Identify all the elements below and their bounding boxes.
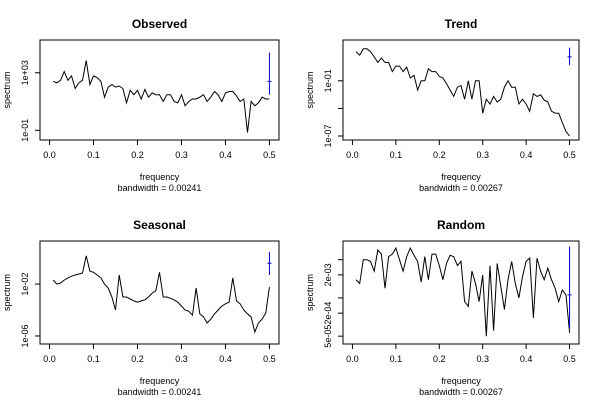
x-tick-label: 0.0 <box>43 354 56 364</box>
y-tick-label: 1e-01 <box>323 69 333 92</box>
y-tick-label: 2e-03 <box>323 263 333 286</box>
bandwidth-label: bandwidth = 0.00241 <box>118 387 202 397</box>
plot-frame <box>39 39 280 141</box>
y-axis-label: spectrum <box>305 274 315 311</box>
x-tick-label: 0.5 <box>263 354 276 364</box>
y-axis-label: spectrum <box>2 71 12 108</box>
panel-title: Random <box>437 218 485 232</box>
x-tick-label: 0.2 <box>433 150 446 160</box>
panel-trend <box>338 39 580 145</box>
x-tick-label: 0.2 <box>433 354 446 364</box>
plot-frame <box>342 240 580 345</box>
x-tick-label: 0.1 <box>390 150 403 160</box>
plot-frame <box>342 39 580 141</box>
spectrum-line <box>53 60 270 133</box>
x-tick-label: 0.3 <box>476 150 489 160</box>
bandwidth-label: bandwidth = 0.00267 <box>419 183 503 193</box>
x-tick-label: 0.4 <box>219 150 232 160</box>
x-tick-label: 0.2 <box>131 150 144 160</box>
x-tick-label: 0.4 <box>520 354 533 364</box>
panel-seasonal <box>35 240 280 349</box>
y-tick-label: 1e-01 <box>20 119 30 142</box>
panel-title: Seasonal <box>133 218 186 232</box>
y-tick-label: 1e-02 <box>20 273 30 296</box>
x-tick-label: 0.1 <box>87 150 100 160</box>
panel-observed <box>35 39 280 145</box>
x-axis-label: frequency <box>441 172 481 182</box>
panel-title: Trend <box>445 17 478 31</box>
panel-title: Observed <box>132 17 187 31</box>
panel-random <box>338 240 580 349</box>
x-axis-label: frequency <box>441 376 481 386</box>
bandwidth-label: bandwidth = 0.00267 <box>419 387 503 397</box>
x-tick-label: 0.4 <box>219 354 232 364</box>
x-tick-label: 0.3 <box>175 150 188 160</box>
x-tick-label: 0.5 <box>263 150 276 160</box>
y-tick-label: 5e-05 <box>323 325 333 348</box>
x-tick-label: 0.2 <box>131 354 144 364</box>
x-tick-label: 0.5 <box>563 150 576 160</box>
spectrum-line <box>52 255 270 334</box>
x-tick-label: 0.0 <box>43 150 56 160</box>
x-tick-label: 0.1 <box>390 354 403 364</box>
y-tick-label: 1e-07 <box>323 124 333 147</box>
y-tick-label: 2e-04 <box>323 302 333 325</box>
spectrum-line <box>355 246 571 337</box>
bandwidth-label: bandwidth = 0.00241 <box>118 183 202 193</box>
x-tick-label: 0.3 <box>476 354 489 364</box>
x-tick-label: 0.1 <box>87 354 100 364</box>
y-axis-label: spectrum <box>2 274 12 311</box>
y-tick-label: 1e+03 <box>20 60 30 85</box>
x-axis-label: frequency <box>140 376 180 386</box>
plot-frame <box>39 240 280 345</box>
x-axis-label: frequency <box>140 172 180 182</box>
x-tick-label: 0.3 <box>175 354 188 364</box>
x-tick-label: 0.0 <box>346 150 359 160</box>
x-tick-label: 0.5 <box>563 354 576 364</box>
y-axis-label: spectrum <box>305 71 315 108</box>
x-tick-label: 0.4 <box>520 150 533 160</box>
x-tick-label: 0.0 <box>346 354 359 364</box>
spectrum-line <box>355 48 570 137</box>
y-tick-label: 1e-06 <box>20 324 30 347</box>
